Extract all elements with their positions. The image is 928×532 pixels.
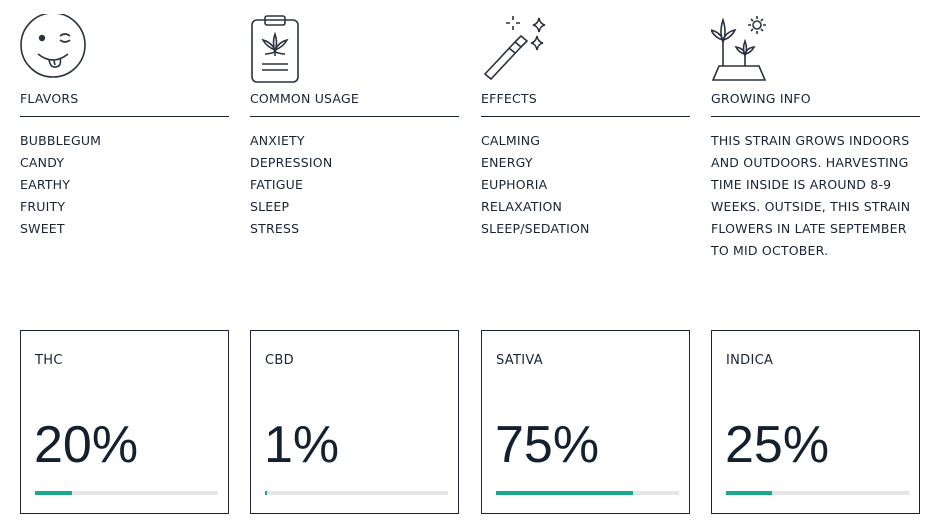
list-item: EARTHY <box>20 177 71 192</box>
list-item: EUPHORIA <box>481 177 548 192</box>
progress-fill <box>726 491 772 495</box>
list-item: SLEEP/SEDATION <box>481 221 590 236</box>
list-item: ENERGY <box>481 155 533 170</box>
indica-stat-card: INDICA 25% <box>711 330 920 514</box>
effects-list: CALMING ENERGY EUPHORIA RELAXATION SLEEP… <box>481 130 690 240</box>
progress-fill <box>265 491 267 495</box>
stat-label: SATIVA <box>496 353 543 368</box>
clipboard-leaf-icon <box>250 14 320 84</box>
stat-value: 20% <box>34 416 139 474</box>
stat-label: THC <box>35 353 63 368</box>
growing-info-text: THIS STRAIN GROWS INDOORS AND OUTDOORS. … <box>711 133 911 258</box>
flavors-list: BUBBLEGUM CANDY EARTHY FRUITY SWEET <box>20 130 229 240</box>
column-title: COMMON USAGE <box>250 92 459 117</box>
thc-stat-card: THC 20% <box>20 330 229 514</box>
list-item: RELAXATION <box>481 199 563 214</box>
flavors-column: FLAVORS BUBBLEGUM CANDY EARTHY FRUITY SW… <box>20 14 229 240</box>
list-item: ANXIETY <box>250 133 305 148</box>
sativa-stat-card: SATIVA 75% <box>481 330 690 514</box>
list-item: CALMING <box>481 133 541 148</box>
list-item: FRUITY <box>20 199 66 214</box>
list-item: SLEEP <box>250 199 290 214</box>
list-item: FATIGUE <box>250 177 304 192</box>
effects-column: EFFECTS CALMING ENERGY EUPHORIA RELAXATI… <box>481 14 690 240</box>
column-title: EFFECTS <box>481 92 690 117</box>
cbd-stat-card: CBD 1% <box>250 330 459 514</box>
growing-plant-icon <box>711 14 781 84</box>
progress-track <box>496 491 679 495</box>
list-item: STRESS <box>250 221 300 236</box>
list-item: BUBBLEGUM <box>20 133 102 148</box>
usage-list: ANXIETY DEPRESSION FATIGUE SLEEP STRESS <box>250 130 459 240</box>
stat-value: 1% <box>264 416 340 474</box>
progress-track <box>265 491 448 495</box>
list-item: CANDY <box>20 155 65 170</box>
list-item: SWEET <box>20 221 65 236</box>
common-usage-column: COMMON USAGE ANXIETY DEPRESSION FATIGUE … <box>250 14 459 240</box>
stat-value: 25% <box>725 416 830 474</box>
progress-fill <box>35 491 72 495</box>
progress-fill <box>496 491 634 495</box>
column-title: FLAVORS <box>20 92 229 117</box>
growing-info-column: GROWING INFO THIS STRAIN GROWS INDOORS A… <box>711 14 920 262</box>
stat-label: INDICA <box>726 353 774 368</box>
list-item: DEPRESSION <box>250 155 333 170</box>
progress-track <box>726 491 909 495</box>
progress-track <box>35 491 218 495</box>
winking-face-icon <box>20 14 90 84</box>
stat-label: CBD <box>265 353 294 368</box>
column-title: GROWING INFO <box>711 92 920 117</box>
stat-value: 75% <box>495 416 600 474</box>
magic-wand-icon <box>481 14 551 84</box>
